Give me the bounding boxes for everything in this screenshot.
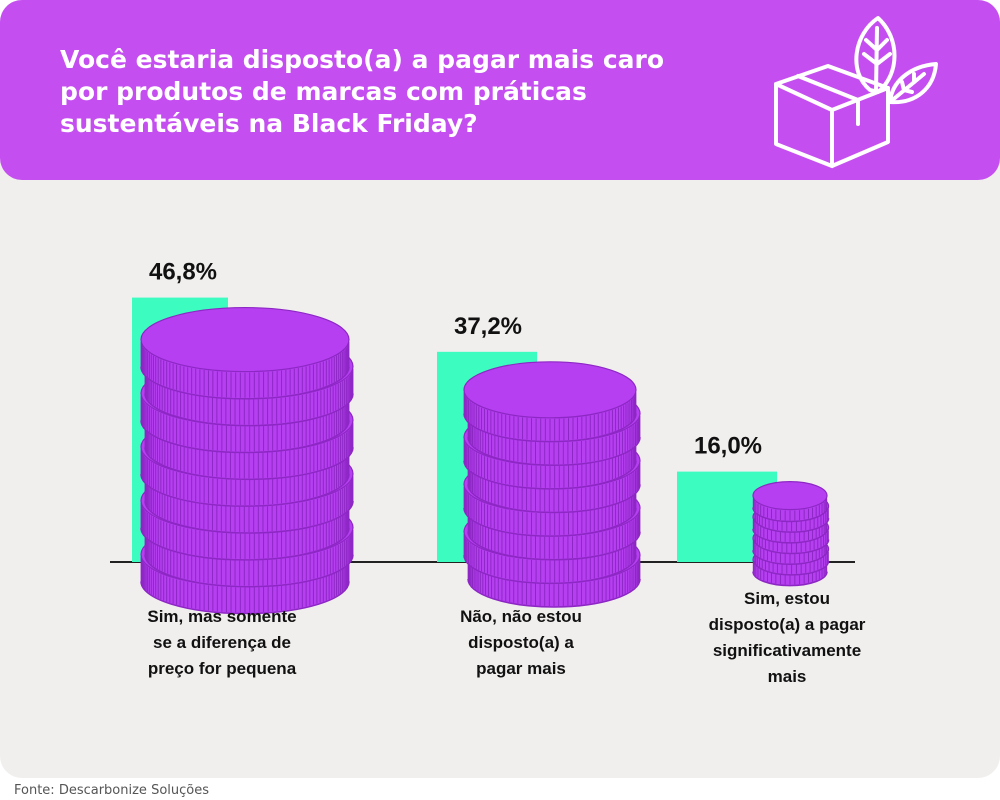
sustainable-box-leaves-icon (774, 16, 938, 168)
category-label-2: Sim, estou disposto(a) a pagar significati… (709, 589, 866, 686)
coin-stack-0 (140, 306, 354, 615)
coin-stack-1 (463, 361, 641, 608)
header-banner: Você estaria disposto(a) a pagar mais ca… (0, 0, 1000, 180)
data-label-1: 37,2% (454, 313, 522, 340)
source-note: Fonte: Descarbonize Soluções (14, 783, 209, 798)
coin-stack-2 (752, 481, 830, 587)
category-label-1: Não, não estou disposto(a) a pagar mais (460, 607, 582, 678)
data-label-2: 16,0% (694, 433, 762, 460)
category-label-0: Sim, mas somente se a diferença de preço f… (147, 607, 296, 678)
bar-chart: 46,8% Sim, mas somente se a diferença de pr… (110, 259, 866, 686)
data-label-0: 46,8% (149, 259, 217, 286)
chart-title: Você estaria disposto(a) a pagar mais ca… (60, 45, 665, 138)
